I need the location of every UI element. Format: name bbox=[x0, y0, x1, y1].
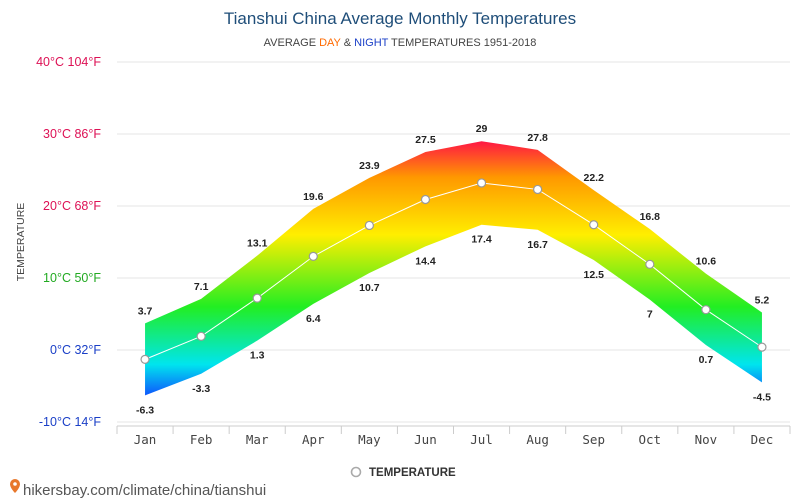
subtitle-day: DAY bbox=[319, 37, 341, 49]
x-tick-label: Nov bbox=[695, 432, 718, 447]
temperature-band bbox=[145, 141, 762, 396]
y-tick-label: 40°C 104°F bbox=[36, 55, 101, 69]
subtitle-night: NIGHT bbox=[354, 37, 389, 49]
night-value-label: 12.5 bbox=[583, 269, 604, 281]
average-point bbox=[476, 178, 487, 188]
night-value-label: 10.7 bbox=[359, 282, 380, 294]
day-value-label: 5.2 bbox=[755, 295, 770, 307]
y-axis-ticks: -10°C 14°F 0°C 32°F 10°C 50°F 20°C 68°F 30°C… bbox=[36, 55, 101, 429]
average-point bbox=[645, 259, 655, 269]
subtitle-prefix: AVERAGE bbox=[264, 37, 319, 49]
x-tick-label: Jun bbox=[414, 432, 437, 447]
chart-subtitle: AVERAGE DAY & NIGHT TEMPERATURES 1951-20… bbox=[264, 37, 537, 49]
x-tick-label: Jul bbox=[470, 432, 493, 447]
average-point bbox=[364, 220, 374, 231]
location-pin-dot bbox=[13, 482, 17, 486]
x-tick-label: Apr bbox=[302, 432, 325, 447]
night-value-label: -6.3 bbox=[136, 404, 154, 416]
average-point bbox=[140, 354, 150, 364]
y-axis-title: TEMPERATURE bbox=[15, 203, 27, 282]
gridlines bbox=[117, 61, 790, 423]
average-line bbox=[140, 178, 767, 364]
legend-label: TEMPERATURE bbox=[369, 467, 456, 479]
night-value-label: 1.3 bbox=[250, 350, 265, 362]
average-point bbox=[308, 251, 318, 261]
x-tick-label: Jan bbox=[134, 432, 157, 447]
average-point bbox=[196, 331, 206, 341]
x-tick-label: Feb bbox=[190, 432, 213, 447]
day-value-label: 22.2 bbox=[583, 172, 604, 184]
y-tick-label: -10°C 14°F bbox=[39, 415, 101, 429]
night-value-label: 6.4 bbox=[306, 313, 321, 325]
average-point bbox=[589, 220, 599, 230]
average-point bbox=[757, 342, 767, 352]
chart-title: Tianshui China Average Monthly Temperatu… bbox=[224, 9, 576, 28]
average-point bbox=[420, 194, 431, 205]
legend-marker-icon bbox=[350, 466, 362, 478]
day-value-label: 3.7 bbox=[138, 305, 153, 317]
average-line-path bbox=[144, 182, 763, 360]
x-tick-label: Mar bbox=[246, 432, 269, 447]
y-tick-label: 20°C 68°F bbox=[43, 199, 101, 213]
night-value-label: 17.4 bbox=[471, 234, 492, 246]
day-value-label: 10.6 bbox=[696, 256, 717, 268]
subtitle-suffix: TEMPERATURES 1951-2018 bbox=[388, 37, 536, 49]
night-value-label: 7 bbox=[647, 309, 653, 321]
night-value-label: -3.3 bbox=[192, 383, 210, 395]
value-labels: 3.7 7.1 13.1 19.6 23.9 27.5 29 27.8 22.2 16.8 10.6… bbox=[136, 123, 771, 416]
day-value-label: 27.8 bbox=[527, 132, 548, 144]
day-value-label: 7.1 bbox=[194, 281, 209, 293]
x-tick-label: May bbox=[358, 432, 381, 447]
subtitle-amp: & bbox=[341, 37, 354, 49]
x-tick-label: Aug bbox=[526, 432, 549, 447]
source-text: hikersbay.com/climate/china/tianshui bbox=[23, 482, 266, 499]
night-value-label: 14.4 bbox=[415, 255, 436, 267]
night-value-label: 0.7 bbox=[699, 354, 714, 366]
average-point bbox=[252, 293, 262, 303]
day-value-label: 13.1 bbox=[247, 238, 268, 250]
location-pin-icon bbox=[10, 479, 20, 493]
average-point bbox=[533, 184, 543, 195]
day-value-label: 29 bbox=[476, 123, 488, 135]
y-tick-label: 30°C 86°F bbox=[43, 127, 101, 141]
y-tick-label: 10°C 50°F bbox=[43, 271, 101, 285]
day-value-label: 16.8 bbox=[640, 211, 661, 223]
x-tick-label: Oct bbox=[639, 432, 662, 447]
night-value-label: -4.5 bbox=[753, 391, 771, 403]
x-tick-label: Dec bbox=[751, 432, 774, 447]
day-value-label: 23.9 bbox=[359, 160, 380, 172]
x-tick-label: Sep bbox=[582, 432, 605, 447]
source-link[interactable]: hikersbay.com/climate/china/tianshui bbox=[10, 479, 266, 499]
x-axis: Jan Feb Mar Apr May Jun Jul Aug Sep Oct Nov Dec bbox=[116, 425, 791, 447]
night-value-label: 16.7 bbox=[527, 239, 548, 251]
legend[interactable]: TEMPERATURE bbox=[350, 466, 457, 479]
day-value-label: 19.6 bbox=[303, 191, 324, 203]
average-point bbox=[701, 305, 711, 315]
day-value-label: 27.5 bbox=[415, 134, 436, 146]
temperature-area bbox=[145, 141, 762, 396]
y-tick-label: 0°C 32°F bbox=[50, 343, 101, 357]
